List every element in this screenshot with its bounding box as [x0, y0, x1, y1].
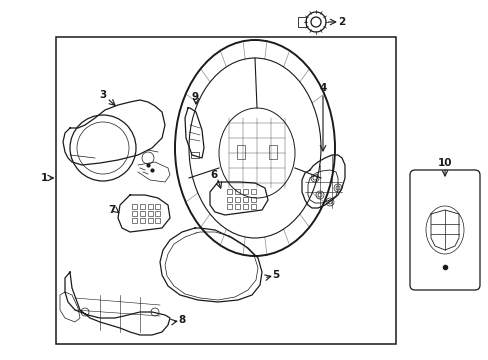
Bar — [226, 189, 231, 194]
Text: 8: 8 — [178, 315, 185, 325]
Text: 9: 9 — [191, 92, 198, 102]
Text: 5: 5 — [271, 270, 279, 280]
Bar — [235, 204, 240, 208]
Bar — [250, 189, 256, 194]
Bar — [148, 211, 153, 216]
Text: 6: 6 — [210, 170, 217, 180]
Bar — [140, 204, 145, 208]
Bar — [268, 145, 276, 159]
Bar — [243, 189, 247, 194]
Text: 10: 10 — [437, 158, 451, 168]
Bar — [140, 218, 145, 222]
Bar — [297, 17, 305, 27]
Bar — [226, 204, 231, 208]
Bar — [243, 204, 247, 208]
Text: 4: 4 — [319, 83, 326, 93]
Bar — [140, 211, 145, 216]
Text: 2: 2 — [337, 17, 345, 27]
Bar — [148, 204, 153, 208]
Bar — [155, 218, 160, 222]
Bar — [155, 204, 160, 208]
Bar — [191, 152, 199, 158]
Bar — [235, 197, 240, 202]
Bar — [235, 189, 240, 194]
Bar — [56, 37, 395, 344]
Text: 7: 7 — [108, 205, 116, 215]
Bar — [132, 211, 137, 216]
Bar — [226, 197, 231, 202]
Bar — [148, 218, 153, 222]
Bar — [243, 197, 247, 202]
Text: 1: 1 — [41, 173, 47, 183]
Bar — [155, 211, 160, 216]
Text: 3: 3 — [99, 90, 106, 100]
Bar — [250, 197, 256, 202]
Bar — [250, 204, 256, 208]
Bar — [132, 204, 137, 208]
Bar — [237, 145, 244, 159]
Bar — [132, 218, 137, 222]
